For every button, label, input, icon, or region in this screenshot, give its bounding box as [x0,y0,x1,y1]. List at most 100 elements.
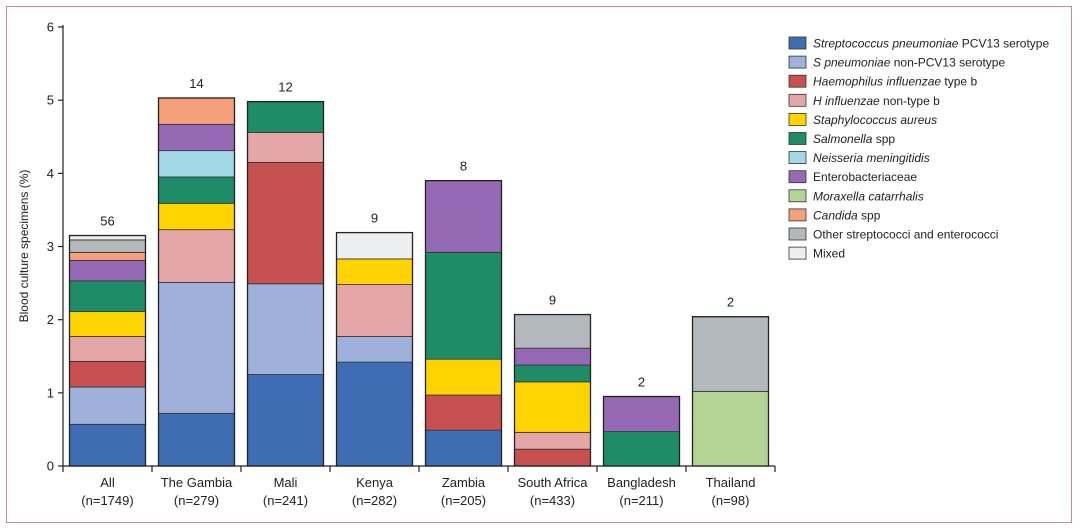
bar-total-label: 9 [549,293,556,308]
legend-item: Enterobacteriaceae [788,170,917,184]
bar-segment [69,235,146,241]
bar-segment [69,311,146,337]
x-category-n-label: (n=211) [619,493,663,508]
legend-swatch [788,113,807,126]
y-tick-label: 3 [47,239,54,254]
bar-segment [692,390,769,467]
bar-stack [157,97,236,467]
bar-outline [513,313,592,467]
legend-item: H influenzae non-type b [788,94,940,108]
bar-segment [514,431,591,450]
bar-segment [336,284,413,337]
bar-segment [425,180,502,253]
bar-segment [69,386,146,425]
bar-segment [336,336,413,363]
x-category-n-label: (n=241) [263,493,308,508]
bar-outline [246,100,325,467]
bar-segment [514,381,591,433]
bar-segment [425,358,502,396]
x-category-n-label: (n=98) [712,493,750,508]
legend-label: Neisseria meningitidis [813,151,930,165]
legend-swatch [788,36,807,50]
x-category-label: Kenya [356,475,394,490]
bar-segment [247,101,324,133]
bar-segment [247,131,324,163]
bar-segment [514,448,591,467]
legend-label: Staphylococcus aureus [813,113,937,127]
bar-segment [158,150,235,178]
y-axis-title: Blood culture specimens (%) [17,170,31,323]
bar-segment [336,232,413,260]
bar-outline [691,316,770,467]
bar-total-label: 12 [278,80,292,95]
bar-outline [602,395,681,467]
bars [68,97,770,467]
bar-total-label: 2 [727,295,734,310]
bar-segment [158,97,235,125]
legend-swatch [788,170,807,184]
legend-swatch [788,189,807,203]
bar-segment [247,374,324,467]
legend-label: Other streptococci and enterococci [813,228,998,242]
legend-item: Haemophilus influenzae type b [788,75,977,89]
bar-segment [692,316,769,392]
legend-swatch [788,151,807,165]
bar-outline [157,97,236,467]
legend-label: Enterobacteriaceae [813,170,917,184]
bar-outline [335,231,414,467]
x-category-n-label: (n=279) [174,493,219,508]
legend-swatch [788,208,807,222]
bar-total-label: 56 [100,214,114,229]
y-tick-label: 4 [47,166,54,181]
x-category-n-label: (n=282) [352,493,397,508]
y-tick-label: 6 [47,20,54,35]
x-category-label: All [100,475,115,490]
bar-segment [69,360,146,388]
bar-total-label: 9 [371,211,378,226]
bar-outline [68,234,147,467]
bar-segment [158,176,235,204]
bar-total-label: 14 [189,76,203,91]
legend-item: Salmonella spp [788,132,895,146]
legend-label: H influenzae non-type b [813,94,940,108]
bar-stack [424,179,503,467]
bar-segment [69,423,146,467]
x-category-label: Mali [274,475,298,490]
bar-segment [603,431,680,467]
bar-segment [158,412,235,467]
x-category-n-label: (n=433) [530,493,575,508]
legend-item: Moraxella catarrhalis [788,189,924,203]
bar-segment [69,280,146,313]
x-category-n-label: (n=205) [441,493,486,508]
bar-segment [158,229,235,283]
bar-segment [247,283,324,375]
legend: Streptococcus pneumoniae PCV13 serotype S… [788,36,1049,261]
x-category-label: Thailand [706,475,756,490]
bar-segment [514,347,591,366]
legend-label: Salmonella spp [813,132,895,146]
y-tick-label: 5 [47,93,54,108]
y-tick-label: 0 [47,459,54,474]
figure-frame [6,6,1072,523]
legend-label: Streptococcus pneumoniae PCV13 serotype [813,37,1049,51]
legend-item: Streptococcus pneumoniae PCV13 serotype [788,36,1049,51]
y-tick-label: 1 [47,385,54,400]
bar-segment [336,258,413,285]
legend-swatch [788,227,807,241]
bar-stack [691,316,770,467]
bar-segment [425,394,502,431]
legend-item: Candida spp [788,208,881,222]
bar-segment [603,396,680,433]
bar-segment [69,260,146,282]
bar-segment [69,251,146,261]
legend-swatch [788,55,807,69]
legend-item: S pneumoniae non-PCV13 serotype [788,55,1005,70]
bar-stack [335,231,414,467]
x-category-label: The Gambia [161,475,233,490]
legend-label: Mixed [813,247,845,261]
x-category-n-label: (n=1749) [81,493,133,508]
x-category-label: South Africa [517,475,588,490]
y-tick-label: 2 [47,312,54,327]
bar-segment [69,336,146,362]
